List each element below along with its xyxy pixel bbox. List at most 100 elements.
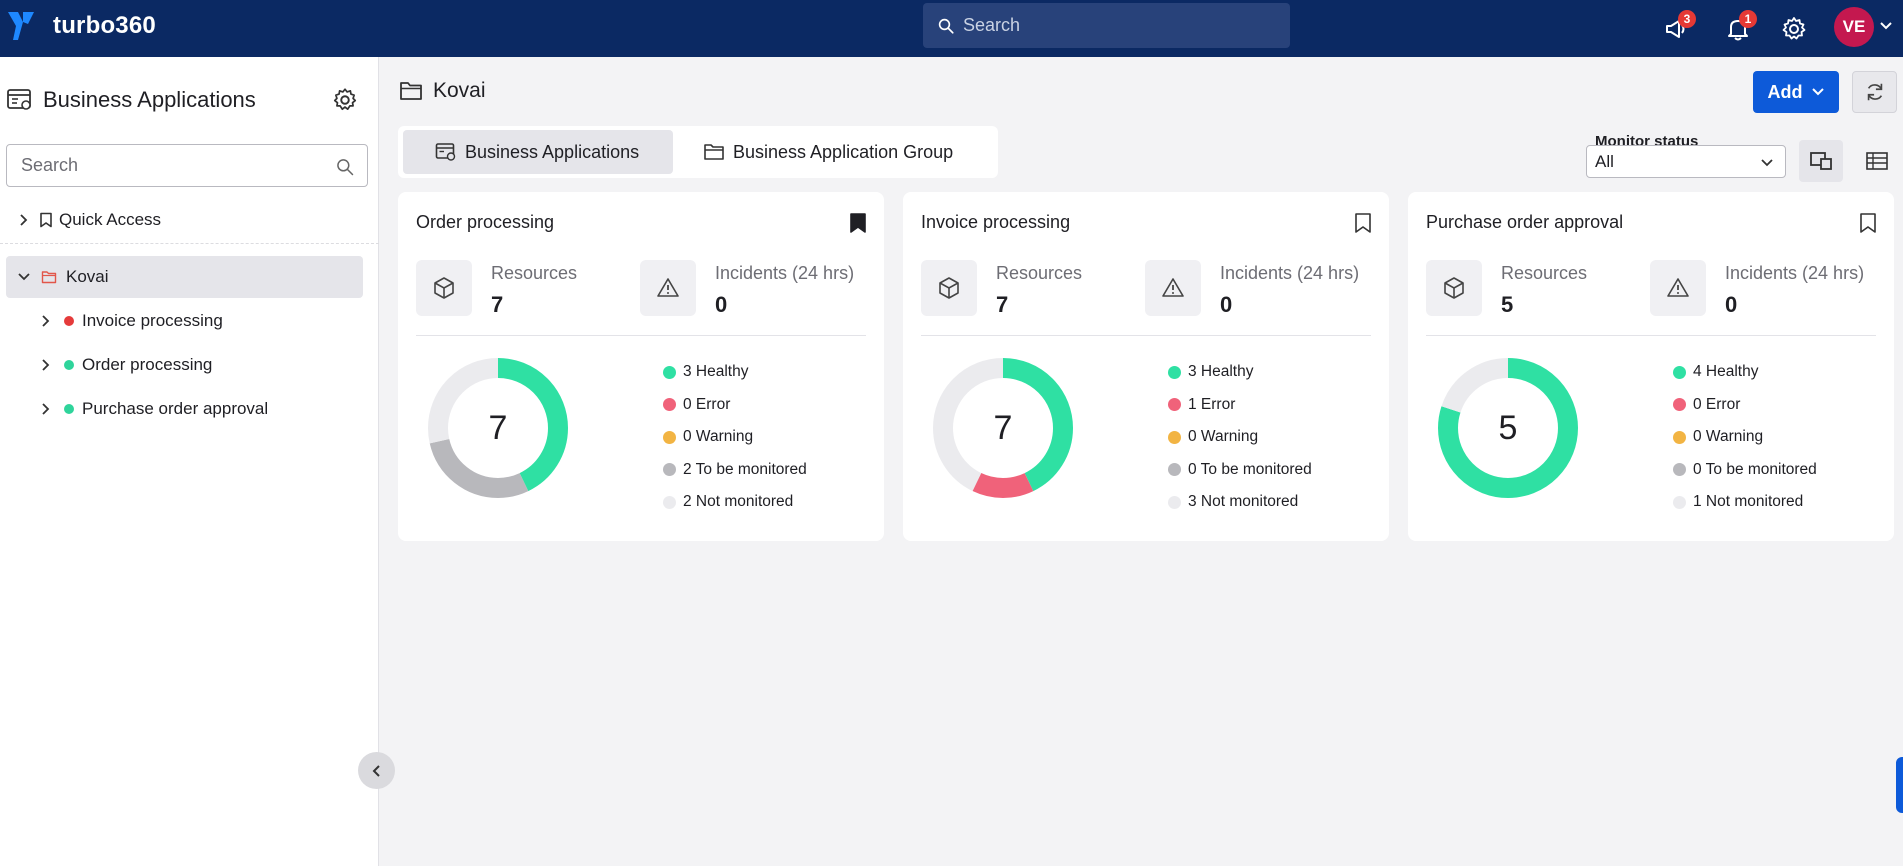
incidents-count: 0 — [715, 292, 728, 317]
legend-text: 3 Healthy — [683, 363, 749, 381]
monitor-status-select[interactable]: All — [1586, 145, 1786, 178]
legend-dot — [1673, 463, 1686, 477]
incidents-count: 0 — [1220, 292, 1233, 317]
card-title: Invoice processing — [921, 212, 1071, 232]
incidents-icon-box — [1145, 260, 1201, 316]
bookmark-icon[interactable] — [1353, 212, 1373, 234]
resources-icon-box — [1426, 260, 1482, 316]
legend-to-be-monitored: 2 To be monitored — [663, 454, 807, 487]
app-card-invoice-processing[interactable]: Invoice processing Resources 7 Incidents… — [903, 192, 1389, 541]
tree-root-label: Kovai — [66, 267, 109, 286]
feedback-side-tab[interactable] — [1896, 757, 1903, 813]
status-donut-chart — [1438, 358, 1578, 498]
sidebar-search-input[interactable] — [21, 155, 321, 176]
announcements-button[interactable]: 3 — [1660, 10, 1696, 46]
legend-error: 0 Error — [663, 389, 807, 422]
sidebar: Business Applications Quick Access Kovai… — [0, 57, 379, 866]
turbo360-logo-icon — [8, 12, 34, 40]
app-card-purchase-order-approval[interactable]: Purchase order approval Resources 5 Inci… — [1408, 192, 1894, 541]
settings-button[interactable] — [1777, 12, 1811, 46]
warning-triangle-icon — [1667, 278, 1689, 297]
folder-icon — [41, 271, 57, 284]
business-app-icon — [435, 143, 456, 161]
donut-segment-error — [933, 358, 1073, 498]
tree-item-invoice-processing[interactable]: Invoice processing — [38, 311, 223, 331]
donut-total: 5 — [1498, 408, 1518, 447]
legend-dot — [1168, 495, 1181, 509]
legend-dot — [663, 463, 676, 477]
bookmark-icon — [40, 212, 52, 228]
app-card-order-processing[interactable]: Order processing Resources 7 Incidents (… — [398, 192, 884, 541]
quick-access-item[interactable]: Quick Access — [16, 210, 161, 230]
tree-item-label: Purchase order approval — [82, 399, 269, 418]
legend-dot — [1168, 398, 1181, 412]
legend-text: 2 To be monitored — [683, 460, 807, 478]
bookmark-icon[interactable] — [1858, 212, 1878, 234]
incidents-icon-box — [1650, 260, 1706, 316]
card-view-button[interactable] — [1799, 140, 1843, 182]
sidebar-settings-icon[interactable] — [331, 86, 359, 114]
brand-name: turbo360 — [53, 12, 156, 39]
legend-text: 0 Warning — [683, 428, 754, 446]
global-search[interactable] — [923, 3, 1290, 48]
legend-text: 0 Warning — [1188, 428, 1259, 446]
tree-item-order-processing[interactable]: Order processing — [38, 355, 212, 375]
donut-segment-not-monitored — [933, 358, 1073, 498]
status-legend: 4 Healthy 0 Error 0 Warning 0 To be moni… — [1673, 356, 1817, 519]
legend-not-monitored: 2 Not monitored — [663, 486, 807, 519]
tree-item-purchase-order-approval[interactable]: Purchase order approval — [38, 399, 268, 419]
chevron-right-icon[interactable] — [16, 212, 32, 228]
legend-dot — [663, 430, 676, 444]
search-icon — [938, 18, 954, 34]
sidebar-search[interactable] — [6, 144, 368, 187]
tree-item-label: Invoice processing — [82, 311, 223, 330]
legend-to-be-monitored: 0 To be monitored — [1168, 454, 1312, 487]
legend-dot — [663, 495, 676, 509]
tab-label: Business Applications — [465, 141, 640, 162]
business-app-icon — [7, 89, 31, 110]
incidents-label: Incidents (24 hrs) — [715, 263, 855, 283]
page-title-text: Kovai — [433, 79, 486, 102]
legend-dot — [1673, 398, 1686, 412]
refresh-button[interactable] — [1852, 71, 1897, 113]
add-button[interactable]: Add — [1753, 71, 1839, 113]
chevron-right-icon[interactable] — [38, 313, 54, 329]
search-icon — [337, 159, 354, 176]
notifications-button[interactable]: 1 — [1721, 10, 1757, 46]
donut-total: 7 — [993, 408, 1013, 447]
user-avatar[interactable]: VE — [1834, 7, 1874, 47]
sidebar-title: Business Applications — [43, 87, 256, 112]
legend-warning: 0 Warning — [1168, 421, 1312, 454]
global-search-input[interactable] — [963, 15, 1283, 36]
legend-dot — [663, 365, 676, 379]
chevron-right-icon[interactable] — [38, 401, 54, 417]
resources-count: 5 — [1501, 292, 1514, 317]
tab-business-application-group[interactable]: Business Application Group — [673, 130, 983, 174]
legend-text: 0 Error — [1693, 395, 1741, 413]
tab-business-applications[interactable]: Business Applications — [403, 130, 673, 174]
tree-root-kovai[interactable]: Kovai — [6, 256, 363, 298]
chevron-down-icon[interactable] — [1877, 17, 1895, 35]
quick-access-label: Quick Access — [59, 210, 162, 229]
legend-not-monitored: 3 Not monitored — [1168, 486, 1312, 519]
donut-total: 7 — [488, 408, 508, 447]
page-title: Kovai — [399, 79, 486, 103]
add-button-label: Add — [1767, 81, 1803, 102]
chevron-right-icon[interactable] — [38, 357, 54, 373]
table-view-button[interactable] — [1855, 140, 1899, 182]
chevron-down-icon[interactable] — [16, 269, 32, 285]
resources-icon-box — [921, 260, 977, 316]
legend-text: 0 To be monitored — [1693, 460, 1817, 478]
card-title: Purchase order approval — [1426, 212, 1624, 232]
legend-warning: 0 Warning — [1673, 421, 1817, 454]
donut-segment-not-monitored — [1438, 358, 1578, 498]
donut-segment-not-monitored — [428, 358, 568, 498]
sidebar-header: Business Applications — [6, 87, 256, 113]
legend-healthy: 3 Healthy — [663, 356, 807, 389]
bookmark-filled-icon[interactable] — [848, 212, 868, 234]
collapse-sidebar-button[interactable] — [358, 752, 395, 789]
brand-logo[interactable]: turbo360 — [6, 10, 156, 42]
legend-text: 0 Warning — [1693, 428, 1764, 446]
legend-text: 4 Healthy — [1693, 363, 1759, 381]
warning-triangle-icon — [657, 278, 679, 297]
